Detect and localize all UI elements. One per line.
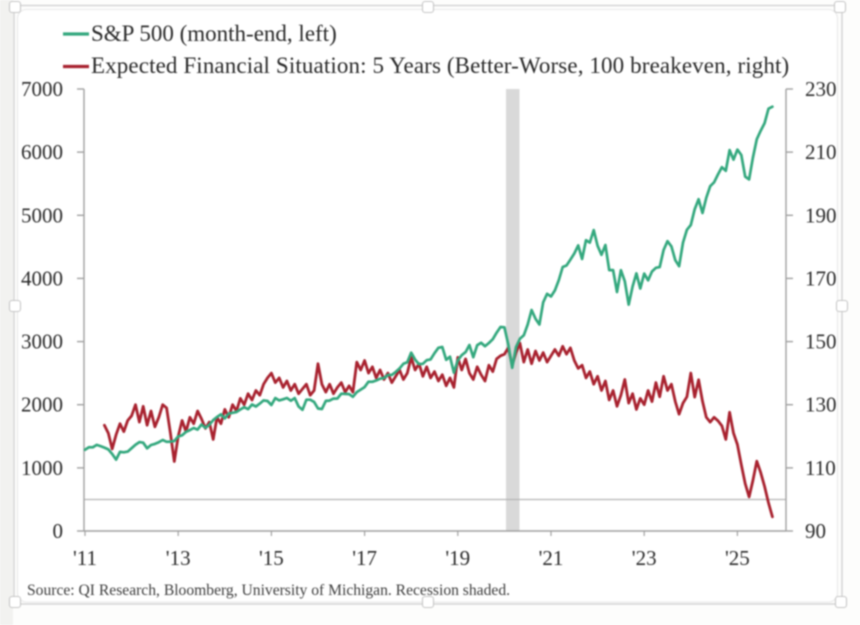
svg-text:'19: '19 — [445, 546, 470, 570]
svg-text:150: 150 — [805, 330, 837, 354]
svg-text:3000: 3000 — [21, 330, 63, 354]
svg-text:'25: '25 — [725, 546, 750, 570]
svg-text:6000: 6000 — [21, 140, 63, 164]
svg-text:5000: 5000 — [21, 203, 63, 227]
svg-text:Expected Financial Situation:: Expected Financial Situation: 5 Years (B… — [91, 53, 789, 78]
svg-text:170: 170 — [805, 266, 837, 290]
svg-text:S&P 500 (month-end, left): S&P 500 (month-end, left) — [91, 21, 337, 46]
svg-text:'13: '13 — [166, 546, 191, 570]
svg-text:Source: QI Research, Bloomberg: Source: QI Research, Bloomberg, Universi… — [27, 582, 510, 599]
svg-text:2000: 2000 — [21, 393, 63, 417]
svg-text:90: 90 — [805, 519, 826, 543]
svg-text:130: 130 — [805, 393, 837, 417]
svg-text:'21: '21 — [539, 546, 564, 570]
svg-text:'11: '11 — [73, 546, 97, 570]
svg-text:230: 230 — [805, 77, 837, 101]
svg-text:'23: '23 — [632, 546, 657, 570]
svg-text:4000: 4000 — [21, 266, 63, 290]
svg-text:'17: '17 — [352, 546, 377, 570]
svg-text:210: 210 — [805, 140, 837, 164]
svg-text:'15: '15 — [259, 546, 284, 570]
svg-text:7000: 7000 — [21, 77, 63, 101]
svg-text:0: 0 — [53, 519, 64, 543]
svg-text:110: 110 — [805, 456, 836, 480]
svg-text:1000: 1000 — [21, 456, 63, 480]
svg-text:190: 190 — [805, 203, 837, 227]
